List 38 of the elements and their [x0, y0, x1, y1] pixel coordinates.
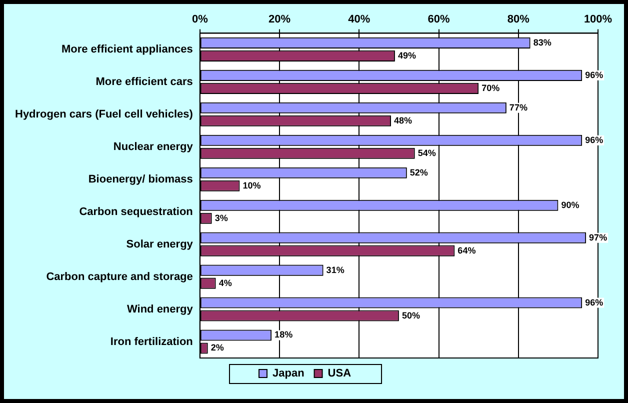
data-label: 4% — [218, 278, 232, 288]
legend-label: USA — [328, 368, 352, 380]
y-tick-label: Carbon capture and storage — [46, 270, 193, 283]
x-tick-label: 40% — [348, 14, 370, 26]
data-label: 2% — [210, 342, 224, 353]
y-tick-label: Hydrogen cars (Fuel cell vehicles) — [14, 108, 194, 120]
data-label: 90% — [561, 200, 580, 210]
y-tick-label: More efficient cars — [96, 76, 193, 88]
x-tick-label: 100% — [584, 14, 612, 26]
y-tick-label: Bioenergy/ biomass — [88, 173, 193, 186]
data-label: 83% — [533, 37, 552, 48]
x-tick-label: 60% — [428, 14, 450, 26]
data-label: 52% — [410, 167, 428, 178]
data-label: 18% — [274, 330, 293, 340]
data-label: 31% — [326, 264, 344, 275]
data-label: 50% — [402, 310, 420, 320]
y-tick-label: More efficient appliances — [61, 43, 193, 56]
data-label: 54% — [418, 148, 436, 158]
data-label: 70% — [482, 82, 500, 93]
data-label: 96% — [585, 134, 604, 145]
data-label: 3% — [214, 212, 228, 223]
y-tick-label: Wind energy — [126, 303, 194, 316]
x-tick-label: 0% — [192, 14, 208, 26]
data-label: 77% — [509, 102, 528, 112]
y-tick-label: Solar energy — [126, 238, 194, 250]
x-tick-label: 80% — [507, 14, 530, 26]
data-label: 10% — [242, 180, 261, 190]
data-label: 97% — [589, 232, 608, 242]
data-label: 96% — [585, 70, 604, 80]
legend-label: Japan — [272, 368, 305, 380]
data-label: 64% — [458, 245, 476, 256]
y-tick-label: Nuclear energy — [113, 140, 194, 153]
y-tick-label: Iron fertilization — [110, 336, 194, 348]
x-tick-label: 20% — [268, 14, 291, 26]
data-label: 96% — [585, 297, 604, 308]
data-label: 49% — [398, 50, 416, 60]
y-tick-label: Carbon sequestration — [79, 206, 194, 218]
data-label: 48% — [394, 115, 412, 126]
